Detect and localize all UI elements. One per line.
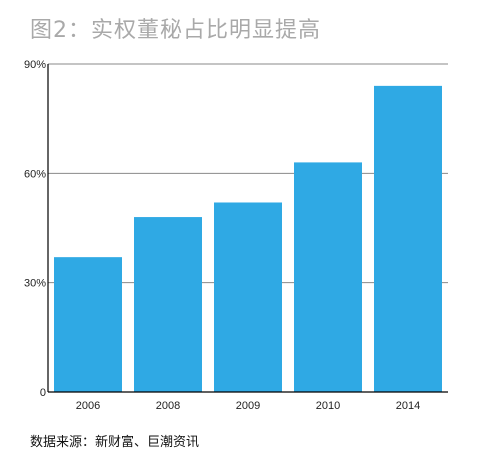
x-tick-label: 2010 [316, 400, 340, 412]
y-tick-label: 90% [24, 59, 46, 71]
x-tick-label: 2008 [156, 400, 180, 412]
y-tick-label: 0 [40, 387, 46, 399]
x-tick-label: 2014 [396, 400, 420, 412]
y-tick-label: 60% [24, 168, 46, 180]
source-note: 数据来源：新财富、巨潮资讯 [30, 435, 200, 450]
bar-2006 [54, 257, 122, 392]
y-tick-label: 30% [24, 278, 46, 290]
chart-title: 图2：实权董秘占比明显提高 [30, 18, 321, 43]
x-tick-label: 2006 [76, 400, 100, 412]
bar-2008 [134, 217, 202, 392]
bar-2009 [214, 202, 282, 392]
bar-2014 [374, 85, 442, 392]
x-tick-label: 2009 [236, 400, 260, 412]
bar-2010 [294, 162, 362, 392]
